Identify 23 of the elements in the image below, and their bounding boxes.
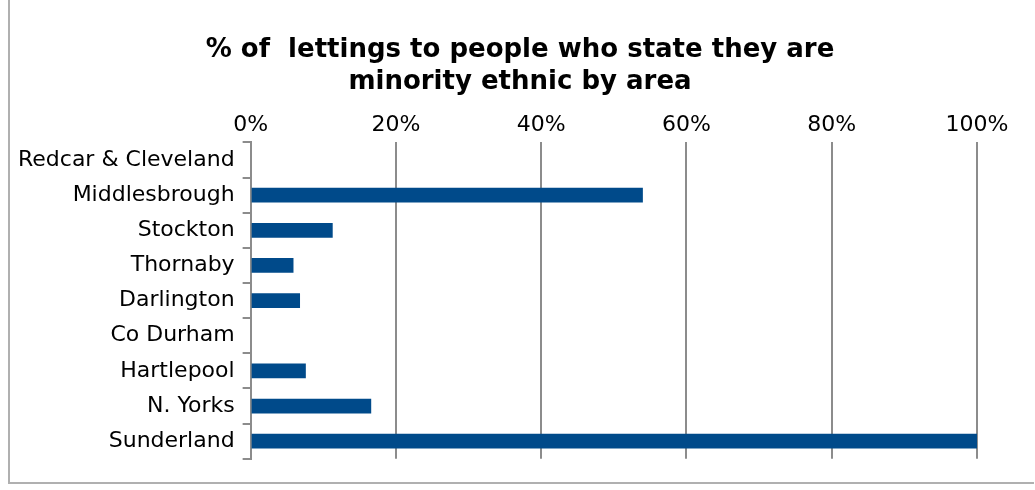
x-tick-label: 100%	[945, 110, 1009, 136]
bar	[251, 258, 294, 273]
x-tick-label: 0%	[233, 110, 269, 136]
y-tick-label: Darlington	[118, 286, 235, 312]
y-tick-label: Redcar & Cleveland	[17, 145, 235, 171]
y-tick-label: Co Durham	[110, 321, 235, 347]
x-tick-label: 40%	[516, 110, 566, 136]
y-tick-label: Hartlepool	[120, 356, 235, 382]
bar	[251, 398, 372, 414]
chart-title: % of lettings to people who state they are minority ethnic by area	[204, 32, 836, 96]
x-tick-label: 20%	[371, 110, 421, 136]
bar	[251, 187, 643, 203]
bar	[251, 293, 301, 308]
x-tick-label: 60%	[662, 110, 711, 136]
y-tick-label: Middlesbrough	[72, 180, 235, 206]
bar	[251, 222, 333, 238]
bar	[251, 433, 977, 449]
y-tick-label: Thornaby	[129, 251, 235, 277]
bar	[251, 363, 306, 379]
y-tick-label: Sunderland	[108, 426, 235, 452]
y-tick-label: N. Yorks	[146, 391, 235, 417]
y-tick-label: Stockton	[137, 216, 235, 242]
x-tick-label: 80%	[807, 110, 857, 136]
